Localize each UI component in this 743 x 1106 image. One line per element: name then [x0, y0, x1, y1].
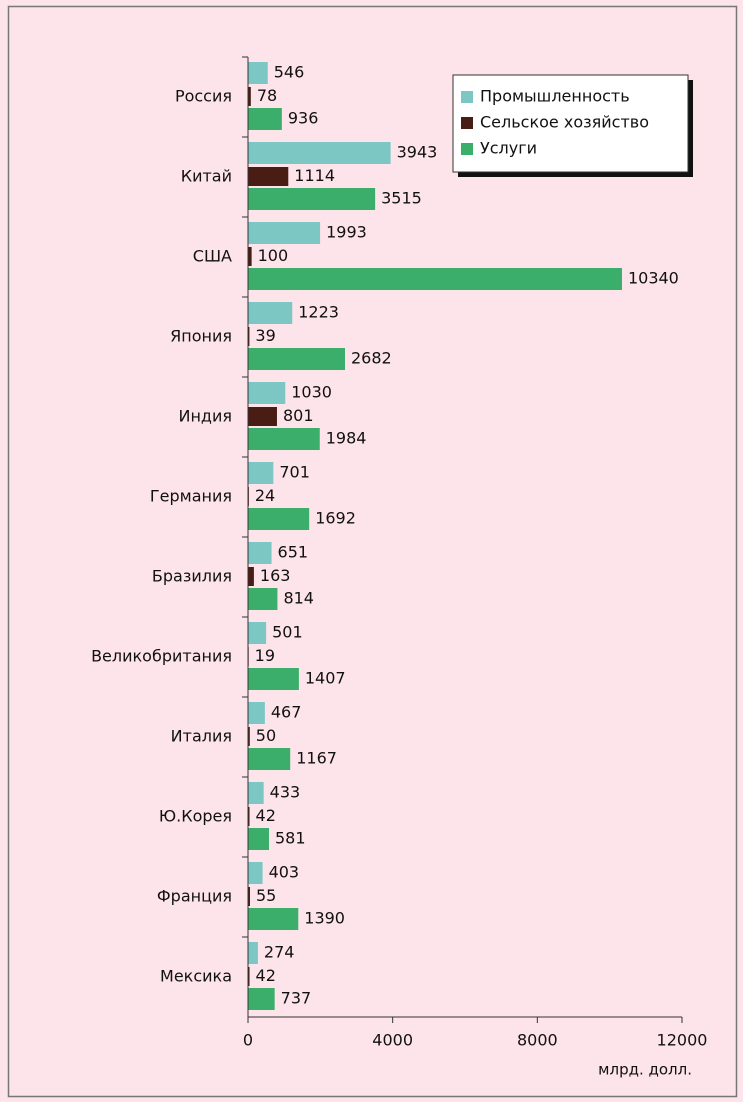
value-label: 1390: [304, 909, 345, 928]
bar: [248, 462, 274, 484]
value-label: 701: [279, 463, 310, 482]
y-tick-label: Бразилия: [152, 567, 232, 586]
bar: [248, 167, 289, 186]
value-label: 1692: [315, 509, 356, 528]
bar: [248, 862, 263, 884]
value-label: 100: [258, 246, 289, 265]
value-label: 501: [272, 623, 303, 642]
bar: [248, 302, 293, 324]
value-label: 42: [256, 966, 276, 985]
x-tick-label: 8000: [517, 1031, 558, 1050]
value-label: 433: [270, 783, 301, 802]
bar: [248, 668, 299, 690]
value-label: 651: [278, 543, 309, 562]
value-label: 1167: [296, 749, 337, 768]
value-label: 403: [269, 863, 300, 882]
legend-label: Услуги: [480, 139, 537, 158]
bar: [248, 782, 264, 804]
bar: [248, 247, 252, 266]
y-tick-label: Ю.Корея: [159, 807, 232, 826]
bar: [248, 567, 254, 586]
value-label: 1114: [294, 166, 335, 185]
y-tick-label: Япония: [170, 327, 232, 346]
value-label: 467: [271, 703, 302, 722]
value-label: 3943: [397, 143, 438, 162]
value-label: 1984: [326, 429, 367, 448]
value-label: 546: [274, 63, 305, 82]
y-tick-label: Германия: [150, 487, 232, 506]
value-label: 24: [255, 486, 275, 505]
bar: [248, 988, 275, 1010]
x-tick-label: 0: [243, 1031, 253, 1050]
value-label: 1993: [326, 223, 367, 242]
y-tick-label: Италия: [171, 727, 232, 746]
value-label: 814: [283, 589, 314, 608]
value-label: 1407: [305, 669, 346, 688]
legend-label: Сельское хозяйство: [480, 113, 649, 132]
bar: [248, 542, 272, 564]
value-label: 1223: [298, 303, 339, 322]
value-label: 936: [288, 109, 319, 128]
legend-swatch: [461, 117, 473, 129]
value-label: 163: [260, 566, 291, 585]
value-label: 42: [256, 806, 276, 825]
bar: [248, 908, 299, 930]
bar: [248, 188, 376, 210]
value-label: 78: [257, 86, 277, 105]
x-axis-label: млрд. долл.: [598, 1061, 692, 1079]
value-label: 50: [256, 726, 276, 745]
bar: [248, 748, 291, 770]
bar: [248, 327, 250, 346]
bar: [248, 222, 321, 244]
legend-swatch: [461, 143, 473, 155]
bar: [248, 268, 622, 290]
bar: [248, 887, 250, 906]
bar: [248, 942, 258, 964]
value-label: 1030: [291, 383, 332, 402]
x-tick-label: 12000: [657, 1031, 708, 1050]
bar: [248, 828, 270, 850]
bar: [248, 142, 391, 164]
value-label: 19: [255, 646, 275, 665]
bar: [248, 428, 320, 450]
bar: [248, 588, 278, 610]
value-label: 737: [281, 989, 312, 1008]
bar: [248, 407, 277, 426]
value-label: 2682: [351, 349, 392, 368]
bar: [248, 508, 310, 530]
legend-swatch: [461, 91, 473, 103]
frame: [7, 5, 738, 1098]
y-tick-label: США: [193, 247, 232, 266]
value-label: 55: [256, 886, 276, 905]
bar: [248, 702, 265, 724]
y-tick-label: Франция: [157, 887, 232, 906]
y-tick-label: Россия: [175, 87, 232, 106]
bar: [248, 108, 282, 130]
y-tick-label: Мексика: [160, 967, 232, 986]
value-label: 274: [264, 943, 295, 962]
value-label: 801: [283, 406, 314, 425]
legend-label: Промышленность: [480, 87, 630, 106]
bar: [248, 348, 345, 370]
bar: [248, 87, 251, 106]
value-label: 39: [255, 326, 275, 345]
y-tick-label: Великобритания: [91, 647, 232, 666]
bar: [248, 622, 267, 644]
bar: [248, 62, 268, 84]
legend: [452, 74, 689, 173]
value-label: 10340: [628, 269, 679, 288]
value-label: 581: [275, 829, 306, 848]
bar: [248, 807, 250, 826]
bar: [248, 382, 286, 404]
bar: [248, 727, 250, 746]
value-label: 3515: [381, 189, 422, 208]
y-tick-label: Индия: [178, 407, 232, 426]
x-tick-label: 4000: [372, 1031, 413, 1050]
y-tick-label: Китай: [181, 167, 232, 186]
bar: [248, 967, 250, 986]
